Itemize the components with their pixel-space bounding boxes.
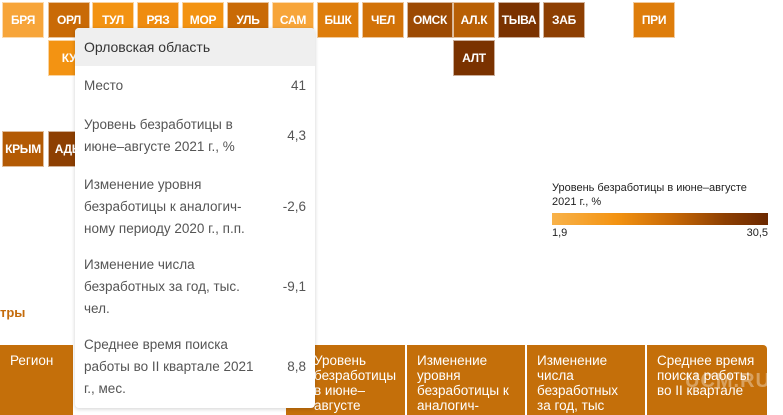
region-tile[interactable]: ОМСК xyxy=(407,2,453,38)
region-tile[interactable]: БШК xyxy=(317,2,359,38)
tooltip-row-search-time: Среднее время поиска работы во II кварта… xyxy=(84,334,306,400)
region-tile[interactable]: ЗАБ xyxy=(543,2,585,38)
filters-heading: тры xyxy=(0,305,26,320)
region-tile[interactable]: КРЫМ xyxy=(2,131,44,167)
color-legend: Уровень безработицы в июне–августе 2021 … xyxy=(552,181,768,239)
tooltip-value: 4,3 xyxy=(287,128,306,143)
legend-gradient-bar xyxy=(552,213,768,225)
tooltip-label: Изменение уровня безработицы к аналогич-… xyxy=(84,177,245,236)
region-tile[interactable]: ЧЕЛ xyxy=(362,2,404,38)
column-header-region[interactable]: Регион xyxy=(0,345,75,415)
tooltip-title: Орловская область xyxy=(75,28,315,66)
tooltip-label: Уровень безработицы в июне–августе 2021 … xyxy=(84,117,235,154)
legend-max: 30,5 xyxy=(746,227,768,239)
region-tile[interactable]: ПРИ xyxy=(633,2,675,38)
column-header-rate-change[interactable]: Изменение уровня безработицы к аналогич- xyxy=(407,345,527,415)
region-tile[interactable]: АЛТ xyxy=(453,40,495,76)
region-tooltip: Орловская область Место 41 Уровень безра… xyxy=(75,28,315,408)
tooltip-row-unemployment-rate: Уровень безработицы в июне–августе 2021 … xyxy=(84,114,306,158)
legend-title: Уровень безработицы в июне–августе 2021 … xyxy=(552,182,747,208)
tooltip-row-rank: Место 41 xyxy=(84,75,306,97)
tooltip-value: -2,6 xyxy=(282,199,306,214)
column-header-unemployed-change[interactable]: Изменение числа безработных за год, тыс xyxy=(527,345,647,415)
legend-min: 1,9 xyxy=(552,227,568,239)
tooltip-label: Среднее время поиска работы во II кварта… xyxy=(84,337,254,396)
tooltip-value: 41 xyxy=(290,78,306,93)
region-tile[interactable]: ТЫВА xyxy=(498,2,540,38)
tooltip-value: -9,1 xyxy=(282,279,306,294)
column-header-search-time[interactable]: Среднее время поиска работы во II кварта… xyxy=(647,345,767,415)
region-tile[interactable]: АЛ.К xyxy=(453,2,495,38)
tooltip-label: Место xyxy=(84,78,124,93)
watermark: UCM.RU xyxy=(685,370,771,392)
tooltip-row-unemployed-change: Изменение числа безработных за год, тыс.… xyxy=(84,254,306,320)
tooltip-row-rate-change: Изменение уровня безработицы к аналогич-… xyxy=(84,174,306,240)
tooltip-label: Изменение числа безработных за год, тыс.… xyxy=(84,257,240,316)
region-tile[interactable]: БРЯ xyxy=(2,2,44,38)
tooltip-value: 8,8 xyxy=(287,359,306,374)
